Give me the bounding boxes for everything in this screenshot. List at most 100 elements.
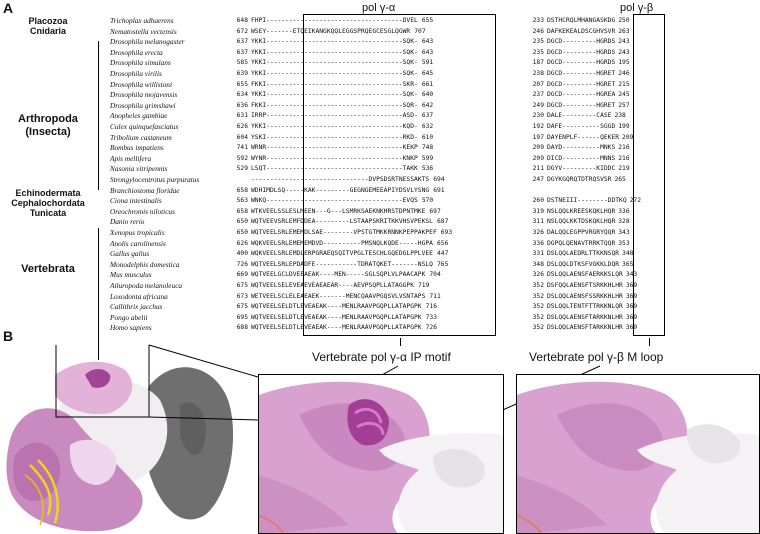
start-position: 235 — [532, 48, 544, 56]
sequence-text: WYNR------------------------------------… — [251, 154, 418, 162]
end-position: 353 — [618, 239, 630, 247]
end-position: 243 — [618, 48, 630, 56]
end-position: 216 — [618, 154, 630, 162]
sequence-text: DSFQQLAENSFTSRKKHLHR — [547, 282, 623, 289]
sequence-text: NSLQQLKKTDSKQKLHQR — [547, 218, 616, 226]
pol-gamma-alpha-segment: 529 LSQT---------------------------------… — [226, 164, 526, 175]
sequence-text: WSEY-------ETQEIKANGKQQLEGGSPRQEGCESGLQG… — [251, 27, 411, 35]
sequence-text: WQTVEELSELDTLEVEAEAK----MENLRAAVPGQPLLAT… — [251, 313, 422, 321]
start-position: 563 — [236, 197, 248, 205]
start-position: 352 — [532, 324, 544, 332]
sequence-text: DSLQQLAENSFAERKKSLQR — [547, 271, 623, 279]
sequence-text: WTKVEELSSLESLMEEN---G---LSMRKSAEKNKHRSTD… — [251, 207, 426, 215]
start-position: 352 — [532, 282, 544, 289]
alignment-row: Nematostella vectensis 672 WSEY-------ETQE… — [0, 27, 760, 38]
sequence-text: DSLQQLAEDRLTTKKNSQR — [547, 250, 620, 258]
species-name: Nematostella vectensis — [110, 26, 177, 36]
pol-gamma-alpha-segment: 726 WQTVEELSRLEPDADFE-----------TDRATQKET… — [226, 260, 526, 271]
start-position: 211 — [532, 165, 544, 173]
sequence-text: DSLQQLAENSFTARKKNLHR — [547, 324, 623, 332]
end-position: 637 — [421, 112, 434, 120]
group-label-cnidaria: Cnidaria — [29, 26, 66, 36]
start-position: 237 — [532, 91, 544, 99]
end-position: 369 — [625, 303, 638, 311]
pol-gamma-beta-segment: 352 DSLQQLAENSFSSRKKHLHR 369 — [530, 292, 730, 303]
species-name: Drosophila melanogaster — [110, 37, 185, 47]
pol-gamma-alpha-segment: 655 FKKI---------------------------------… — [226, 80, 526, 91]
alignment-row: Oreochromis niloticus 658 WTKVEELSSLESLMEE… — [0, 207, 760, 218]
box-pol-gamma-beta-region — [633, 14, 665, 336]
end-position: 195 — [618, 59, 630, 67]
species-name: Gallus gallus — [110, 249, 150, 259]
pol-gamma-beta-segment: 192 DAFE----------SGGD 199 — [530, 122, 730, 133]
start-position: 235 — [532, 38, 544, 46]
start-position: 695 — [236, 313, 248, 321]
pol-gamma-beta-segment: 238 DGCD---------HGRET 246 — [530, 69, 730, 80]
start-position: 637 — [236, 48, 248, 56]
start-position: 331 — [532, 250, 544, 258]
pol-gamma-beta-segment: 237 DGCD---------HGREA 245 — [530, 90, 730, 101]
species-name: Strongylocentrotus purpuratus — [110, 175, 200, 184]
start-position: 639 — [236, 70, 248, 77]
start-position: 650 — [236, 218, 248, 226]
sequence-text: -------------------------------DVPSDSRTN… — [251, 176, 430, 183]
end-position: 726 — [425, 324, 437, 332]
start-position: 648 — [236, 17, 248, 24]
start-position: 326 — [532, 229, 544, 236]
alignment-row: Loxodonta africana 673 WETVEELSCLELEAEAEK-… — [0, 292, 760, 303]
start-position: 197 — [532, 133, 544, 141]
start-position: 187 — [532, 59, 544, 67]
group-label-arthropoda: Arthropoda (Insecta) — [18, 113, 78, 138]
start-position: 326 — [532, 271, 544, 279]
end-position: 216 — [618, 144, 630, 152]
end-position: 265 — [614, 176, 626, 183]
start-position: 655 — [236, 80, 248, 88]
group-label-vertebrata: Vertebrata — [21, 263, 75, 275]
sequence-text: DALQQLEGPPVRGRYQQR — [547, 229, 616, 236]
sequence-text: YKKI------------------------------------… — [251, 91, 418, 99]
species-name: Drosophila willistoni — [110, 79, 172, 89]
end-position: 765 — [436, 260, 449, 268]
end-position: 610 — [421, 133, 434, 141]
pol-gamma-alpha-segment: 675 WQTVEELSELDTLEVEAEAK----MENLRAAVPGQPL… — [226, 302, 526, 313]
sequence-text: YKKI------------------------------------… — [251, 59, 418, 67]
species-name: Oreochromis niloticus — [110, 206, 175, 216]
sequence-text: NSLQQLKREESKQKLHQR — [547, 207, 616, 215]
alignment-row: Mus musculus 669 WQTVEELGCLDVEEAEAK----MEN… — [0, 270, 760, 281]
alignment-row: Callithrix jacchus 675 WQTVEELSELDTLEVEAEA… — [0, 302, 760, 313]
pol-gamma-beta-segment: 197 DAYENPLF------QEKER 209 — [530, 133, 730, 144]
sequence-text: DSLQQLAENSFTARKKNLHR — [547, 313, 623, 321]
start-position: 260 — [532, 197, 544, 205]
pol-gamma-beta-segment: 336 DGPQLQENAVTRRKTQQR 353 — [530, 239, 730, 250]
end-position: 693 — [440, 229, 453, 236]
pol-gamma-beta-segment: 247 DGYKGQRQTDTRQSVSR 265 — [530, 175, 730, 186]
alignment-row: Tribolium castaneum 604 YSKI--------------… — [0, 133, 760, 144]
end-position: 704 — [429, 271, 441, 279]
sequence-text: WQKVEELSRLEMEMEMDVD----------PMSNQLKQDE-… — [251, 239, 433, 247]
pol-gamma-alpha-segment: 688 WQTVEELSELDTLEVEAEAK----MENLRAAVPGQPL… — [226, 323, 526, 334]
start-position: 233 — [532, 17, 544, 24]
end-position: 219 — [618, 165, 630, 173]
end-position: 447 — [436, 250, 449, 258]
inset-ip-motif-image — [259, 375, 503, 533]
start-position: 634 — [236, 91, 248, 99]
alignment-row: Drosophila mojavensis 634 YKKI------------… — [0, 90, 760, 101]
start-position: 585 — [236, 59, 248, 67]
inset-ip-motif-view — [258, 374, 504, 534]
alignment-row: Monodelphis domestica 726 WQTVEELSRLEPDADF… — [0, 260, 760, 271]
alignment-row: Drosophila virilis 639 YKKI---------------… — [0, 69, 760, 80]
end-position: 643 — [421, 38, 434, 46]
start-position: 688 — [236, 324, 248, 332]
pol-gamma-beta-segment: 326 DSLQQLAENSFAERKKSLQR 343 — [530, 270, 730, 281]
sequence-text: DGYV---------KIDDC — [547, 165, 616, 173]
end-position: 687 — [436, 218, 449, 226]
alignment-row: Ciona intestinalis 563 WNKQ---------------… — [0, 196, 760, 207]
alignment-row: Apis mellifera 592 WYNR-------------------… — [0, 154, 760, 165]
pol-gamma-beta-segment: 246 DAFKEKEALDSCGHVSVR 263 — [530, 27, 730, 38]
sequence-text: DGCD---------HGREA — [547, 91, 616, 99]
start-position: 207 — [532, 80, 544, 88]
species-name: Mus musculus — [110, 270, 152, 280]
group-label-echinodermata: Echinodermata — [15, 188, 81, 198]
start-position: 636 — [236, 101, 248, 109]
species-name: Ailuropoda melanoleuca — [110, 281, 183, 290]
